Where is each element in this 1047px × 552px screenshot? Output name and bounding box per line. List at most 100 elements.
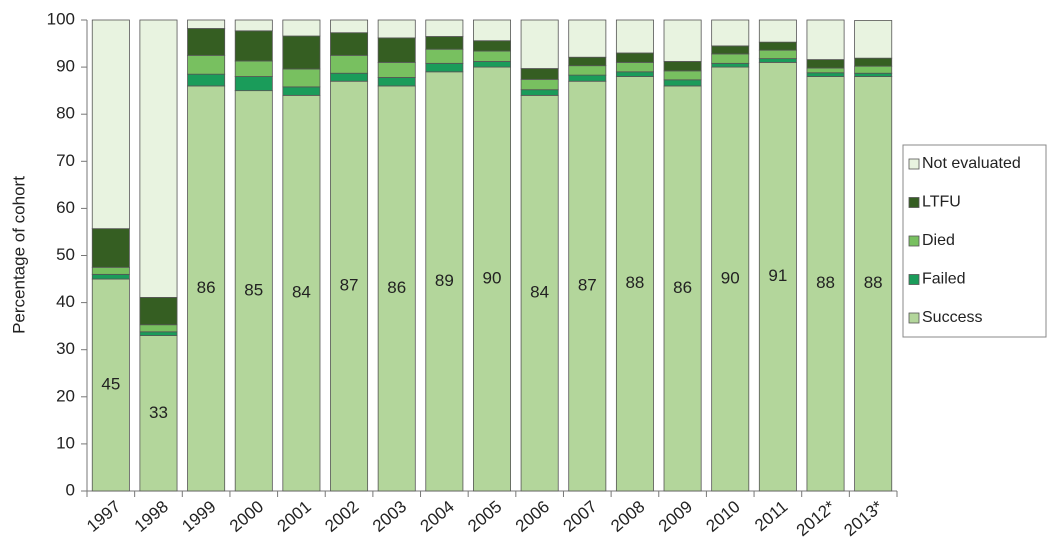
bar-segment bbox=[711, 19, 750, 47]
bar-segment bbox=[282, 68, 321, 88]
bar-segment bbox=[806, 59, 845, 69]
data-label: 86 bbox=[387, 278, 406, 297]
y-tick-label: 100 bbox=[47, 9, 75, 28]
legend-swatch bbox=[908, 235, 920, 247]
x-tick-label: 1997 bbox=[83, 497, 124, 536]
bar-segment bbox=[330, 72, 369, 82]
legend-label: Died bbox=[922, 232, 955, 249]
x-tick-label: 2000 bbox=[226, 497, 267, 536]
bar-segment bbox=[758, 19, 797, 43]
data-label: 88 bbox=[816, 273, 835, 292]
bar-segment bbox=[520, 89, 559, 96]
bar-segment bbox=[282, 86, 321, 96]
bar-segment bbox=[711, 66, 750, 492]
bar-segment bbox=[377, 85, 416, 492]
bar-segment bbox=[758, 61, 797, 492]
y-tick-label: 50 bbox=[56, 245, 75, 264]
bar-segment bbox=[663, 61, 702, 72]
y-tick-label: 40 bbox=[56, 292, 75, 311]
y-axis-title: Percentage of cohort bbox=[9, 176, 28, 334]
bar-segment bbox=[234, 19, 273, 32]
bar-segment bbox=[615, 76, 654, 492]
bar-segment bbox=[425, 36, 464, 50]
bar-segment bbox=[758, 58, 797, 63]
bar-segment bbox=[854, 65, 893, 74]
x-tick-label: 2011 bbox=[751, 497, 791, 535]
bar-segment bbox=[330, 32, 369, 56]
bar-segment bbox=[520, 94, 559, 492]
x-tick-label: 2006 bbox=[512, 497, 553, 536]
bar-segment bbox=[806, 76, 845, 492]
bar-segment bbox=[758, 41, 797, 51]
bar-segment bbox=[854, 20, 893, 59]
bar-segment bbox=[377, 37, 416, 63]
legend-swatch bbox=[908, 312, 920, 324]
bar-segment bbox=[473, 19, 511, 42]
bar-segment bbox=[568, 80, 607, 492]
x-tick-label: 2010 bbox=[702, 497, 743, 536]
bar-segment bbox=[806, 67, 845, 74]
bar-segment bbox=[91, 278, 130, 492]
y-tick-label: 90 bbox=[56, 57, 75, 76]
bar-segment bbox=[187, 54, 226, 75]
data-label: 88 bbox=[625, 273, 644, 292]
bar-segment bbox=[711, 53, 750, 64]
data-label: 45 bbox=[101, 375, 120, 394]
bar-segment bbox=[568, 19, 607, 58]
data-label: 91 bbox=[768, 266, 787, 285]
x-tick-label: 2004 bbox=[417, 497, 458, 536]
bar-segment bbox=[520, 19, 559, 69]
bar-segment bbox=[615, 71, 654, 77]
bar-segment bbox=[663, 85, 702, 492]
legend-label: Not evaluated bbox=[922, 155, 1021, 172]
data-label: 85 bbox=[244, 280, 263, 299]
bar-segment bbox=[187, 28, 226, 56]
bar-segment bbox=[330, 19, 369, 34]
bar-segment bbox=[139, 324, 178, 333]
bar-segment bbox=[234, 60, 273, 77]
bar-segment bbox=[234, 76, 273, 92]
bar-segment bbox=[91, 228, 130, 268]
data-label: 86 bbox=[197, 278, 216, 297]
bar-segment bbox=[187, 19, 226, 29]
data-label: 89 bbox=[435, 271, 454, 290]
bar-segment bbox=[139, 297, 178, 326]
bar-segment bbox=[282, 35, 321, 70]
data-label: 33 bbox=[149, 403, 168, 422]
bar-segment bbox=[425, 48, 464, 64]
bar-segment bbox=[473, 61, 511, 68]
legend-swatch bbox=[908, 158, 920, 170]
x-tick-label: 1998 bbox=[131, 497, 172, 536]
data-label: 88 bbox=[864, 273, 883, 292]
y-tick-label: 80 bbox=[56, 104, 75, 123]
data-label: 90 bbox=[483, 269, 502, 288]
y-tick-label: 10 bbox=[56, 433, 75, 452]
data-label: 87 bbox=[340, 276, 359, 295]
bar-segment bbox=[568, 65, 607, 76]
bar-segment bbox=[234, 30, 273, 62]
bar-segment bbox=[282, 19, 321, 37]
bar-segment bbox=[854, 72, 893, 77]
data-label: 86 bbox=[673, 278, 692, 297]
y-tick-label: 70 bbox=[56, 151, 75, 170]
bar-segment bbox=[91, 19, 130, 230]
bar-segment bbox=[615, 61, 654, 73]
bar-segment bbox=[377, 19, 416, 39]
x-tick-label: 2002 bbox=[321, 497, 362, 536]
x-tick-label: 2007 bbox=[560, 497, 601, 536]
bar-segment bbox=[187, 73, 226, 87]
y-tick-label: 60 bbox=[56, 198, 75, 217]
bar-segment bbox=[615, 19, 654, 54]
data-label: 84 bbox=[530, 283, 549, 302]
bar-segment bbox=[377, 77, 416, 87]
bar-segment bbox=[473, 50, 511, 62]
legend-swatch bbox=[908, 274, 920, 285]
x-tick-label: 2012* bbox=[793, 497, 840, 540]
legend-swatch bbox=[908, 197, 920, 208]
legend-label: Failed bbox=[922, 271, 966, 288]
y-tick-label: 20 bbox=[56, 386, 75, 405]
data-label: 84 bbox=[292, 283, 311, 302]
bar-segment bbox=[91, 273, 130, 280]
legend-label: LTFU bbox=[922, 194, 961, 211]
bar-segment bbox=[615, 52, 654, 63]
